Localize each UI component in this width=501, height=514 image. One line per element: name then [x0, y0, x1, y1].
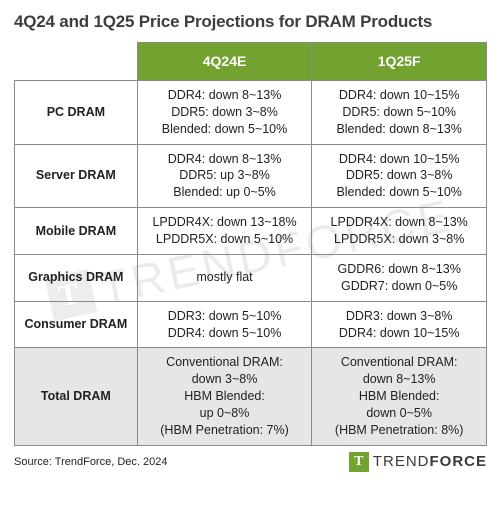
cell-line: Conventional DRAM:: [142, 354, 308, 371]
table-row: Server DRAMDDR4: down 8~13%DDR5: up 3~8%…: [15, 144, 487, 208]
cell-1q25-total: Conventional DRAM:down 8~13%HBM Blended:…: [312, 348, 487, 445]
cell-line: DDR3: down 3~8%: [316, 308, 482, 325]
cell-line: DDR4: down 8~13%: [142, 151, 308, 168]
cell-4q24: DDR4: down 8~13%DDR5: up 3~8%Blended: up…: [137, 144, 312, 208]
cell-line: LPDDR4X: down 13~18%: [142, 214, 308, 231]
row-label-total: Total DRAM: [15, 348, 138, 445]
cell-1q25: DDR3: down 3~8%DDR4: down 10~15%: [312, 301, 487, 348]
table-row: Consumer DRAMDDR3: down 5~10%DDR4: down …: [15, 301, 487, 348]
row-label: Mobile DRAM: [15, 208, 138, 255]
row-label: Consumer DRAM: [15, 301, 138, 348]
cell-line: mostly flat: [142, 269, 308, 286]
cell-line: DDR5: up 3~8%: [142, 167, 308, 184]
source-text: Source: TrendForce, Dec. 2024: [14, 456, 167, 468]
cell-4q24: LPDDR4X: down 13~18%LPDDR5X: down 5~10%: [137, 208, 312, 255]
cell-line: Blended: down 5~10%: [316, 184, 482, 201]
cell-line: DDR4: down 10~15%: [316, 325, 482, 342]
row-label: Server DRAM: [15, 144, 138, 208]
cell-1q25: DDR4: down 10~15%DDR5: down 3~8%Blended:…: [312, 144, 487, 208]
cell-4q24: mostly flat: [137, 254, 312, 301]
cell-line: Blended: down 8~13%: [316, 121, 482, 138]
table-row: Graphics DRAMmostly flatGDDR6: down 8~13…: [15, 254, 487, 301]
cell-line: LPDDR5X: down 3~8%: [316, 231, 482, 248]
cell-line: down 0~5%: [316, 405, 482, 422]
page-title: 4Q24 and 1Q25 Price Projections for DRAM…: [14, 12, 487, 32]
brand-mark-icon: T: [349, 452, 369, 472]
cell-line: DDR4: down 5~10%: [142, 325, 308, 342]
header-4q24e: 4Q24E: [137, 43, 312, 81]
cell-line: LPDDR5X: down 5~10%: [142, 231, 308, 248]
table-row: PC DRAMDDR4: down 8~13%DDR5: down 3~8%Bl…: [15, 80, 487, 144]
cell-line: HBM Blended:: [142, 388, 308, 405]
cell-line: down 3~8%: [142, 371, 308, 388]
header-1q25f: 1Q25F: [312, 43, 487, 81]
cell-line: DDR4: down 10~15%: [316, 151, 482, 168]
cell-line: down 8~13%: [316, 371, 482, 388]
row-label: Graphics DRAM: [15, 254, 138, 301]
cell-line: Blended: up 0~5%: [142, 184, 308, 201]
cell-4q24-total: Conventional DRAM:down 3~8%HBM Blended:u…: [137, 348, 312, 445]
cell-line: (HBM Penetration: 8%): [316, 422, 482, 439]
brand-logo: T TRENDFORCE: [349, 452, 487, 472]
row-label: PC DRAM: [15, 80, 138, 144]
cell-line: (HBM Penetration: 7%): [142, 422, 308, 439]
table-row: Mobile DRAMLPDDR4X: down 13~18%LPDDR5X: …: [15, 208, 487, 255]
cell-line: DDR4: down 10~15%: [316, 87, 482, 104]
cell-line: DDR5: down 3~8%: [316, 167, 482, 184]
header-blank: [15, 43, 138, 81]
cell-line: DDR5: down 5~10%: [316, 104, 482, 121]
total-row: Total DRAMConventional DRAM:down 3~8%HBM…: [15, 348, 487, 445]
brand-name: TRENDFORCE: [373, 453, 487, 470]
cell-line: DDR3: down 5~10%: [142, 308, 308, 325]
cell-line: GDDR6: down 8~13%: [316, 261, 482, 278]
cell-line: DDR5: down 3~8%: [142, 104, 308, 121]
cell-1q25: GDDR6: down 8~13%GDDR7: down 0~5%: [312, 254, 487, 301]
cell-line: LPDDR4X: down 8~13%: [316, 214, 482, 231]
cell-4q24: DDR4: down 8~13%DDR5: down 3~8%Blended: …: [137, 80, 312, 144]
cell-4q24: DDR3: down 5~10%DDR4: down 5~10%: [137, 301, 312, 348]
cell-line: HBM Blended:: [316, 388, 482, 405]
price-projection-table: 4Q24E 1Q25F PC DRAMDDR4: down 8~13%DDR5:…: [14, 42, 487, 446]
cell-line: Blended: down 5~10%: [142, 121, 308, 138]
cell-line: GDDR7: down 0~5%: [316, 278, 482, 295]
cell-line: DDR4: down 8~13%: [142, 87, 308, 104]
cell-line: up 0~8%: [142, 405, 308, 422]
cell-line: Conventional DRAM:: [316, 354, 482, 371]
table-header-row: 4Q24E 1Q25F: [15, 43, 487, 81]
cell-1q25: DDR4: down 10~15%DDR5: down 5~10%Blended…: [312, 80, 487, 144]
cell-1q25: LPDDR4X: down 8~13%LPDDR5X: down 3~8%: [312, 208, 487, 255]
